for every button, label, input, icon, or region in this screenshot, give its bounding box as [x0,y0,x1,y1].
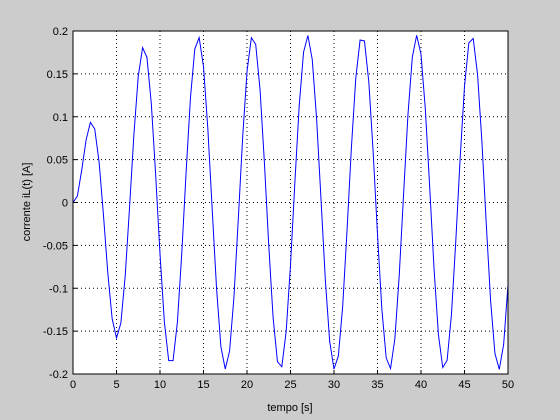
x-tick-label: 10 [154,379,166,391]
y-tick-label: -0.1 [49,283,68,295]
y-tick-label: 0.1 [53,112,68,124]
x-tick-label: 45 [458,379,470,391]
y-tick-label: 0.2 [53,26,68,38]
x-tick-label: 15 [197,379,209,391]
y-axis-label: corrente iL(t) [A] [21,163,33,242]
y-tick-label: 0.05 [47,155,68,167]
y-tick-label: -0.15 [43,326,68,338]
y-tick-label: -0.2 [49,369,68,381]
x-tick-label: 25 [284,379,296,391]
x-tick-label: 35 [371,379,383,391]
y-tick-label: 0 [62,198,68,210]
x-tick-label: 50 [502,379,514,391]
data-line [72,35,509,371]
x-tick-label: 5 [113,379,119,391]
x-tick-label: 40 [415,379,427,391]
x-tick-label: 30 [328,379,340,391]
x-tick-label: 0 [70,379,76,391]
y-tick-label: 0.15 [47,69,68,81]
x-axis-label: tempo [s] [267,402,312,414]
y-tick-label: -0.05 [43,240,68,252]
x-tick-label: 20 [241,379,253,391]
axes-box [72,30,509,375]
plot-layer: 0 5 10 15 20 25 30 35 40 45 50 -0.2 -0.15 -0.1 -0.05 0 0… [43,26,514,391]
